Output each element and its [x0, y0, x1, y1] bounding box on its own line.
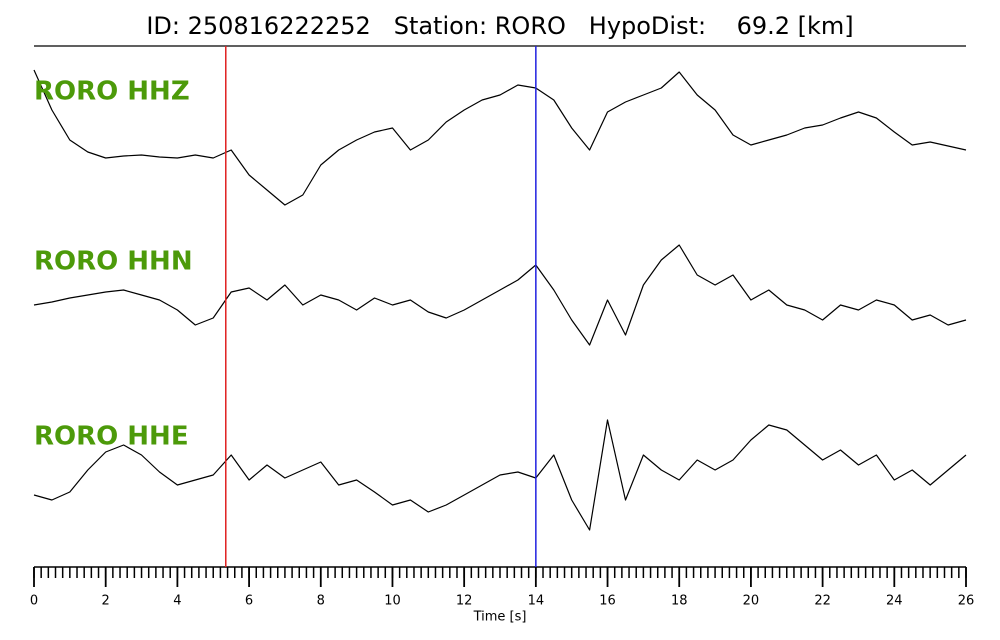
x-tick-label: 18 — [671, 594, 688, 609]
x-tick-label: 4 — [173, 594, 181, 609]
trace — [33, 69, 967, 206]
x-tick-label: 14 — [528, 594, 545, 609]
chart-title: ID: 250816222252 Station: RORO HypoDist:… — [146, 12, 853, 40]
x-tick-label: 16 — [599, 594, 616, 609]
x-tick-label: 6 — [245, 594, 253, 609]
trace-label: RORO HHN — [34, 247, 193, 277]
trace-label: RORO HHE — [34, 422, 189, 452]
x-tick-label: 10 — [384, 594, 401, 609]
x-tick-label: 2 — [102, 594, 110, 609]
x-tick-label: 12 — [456, 594, 473, 609]
x-tick-label: 0 — [30, 594, 38, 609]
x-tick-label: 26 — [958, 594, 975, 609]
trace — [33, 244, 967, 346]
x-axis-label: Time [s] — [473, 610, 527, 625]
trace — [33, 419, 967, 531]
x-tick-label: 20 — [743, 594, 760, 609]
x-tick-label: 8 — [317, 594, 325, 609]
x-tick-label: 22 — [814, 594, 831, 609]
trace-label: RORO HHZ — [34, 77, 190, 107]
x-tick-label: 24 — [886, 594, 903, 609]
